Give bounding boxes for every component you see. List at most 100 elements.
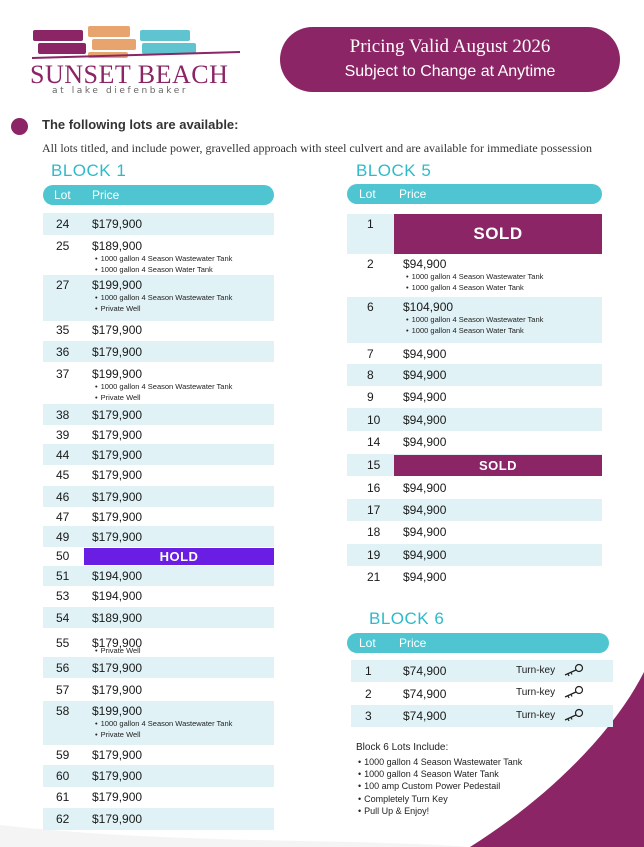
- feature-item: 1000 gallon 4 Season Wastewater Tank: [95, 718, 233, 729]
- lot-number: 56: [56, 660, 70, 675]
- lot-price: $94,900: [403, 481, 447, 495]
- block1-row: 50 HOLD: [43, 547, 274, 565]
- block5-row: 1 SOLD: [347, 214, 602, 254]
- feature-item: 1000 gallon 4 Season Wastewater Tank: [406, 271, 544, 282]
- lot-price: $94,900: [403, 434, 447, 449]
- lot-number: 18: [367, 525, 381, 539]
- lot-price: $74,900: [403, 709, 447, 723]
- lot-number: 36: [56, 344, 70, 359]
- lot-price: $179,900: [92, 322, 143, 337]
- block1-row: 49 $179,900: [43, 526, 274, 547]
- block5-row: 15 SOLD: [347, 454, 602, 476]
- block6-title: BLOCK 6: [369, 609, 445, 628]
- lot-price: $94,900: [403, 525, 447, 539]
- feature-item: 1000 gallon 4 Season Wastewater Tank: [95, 381, 233, 392]
- block1-row: 54 $189,900: [43, 607, 274, 628]
- block5-row: 6 $104,9001000 gallon 4 Season Wastewater…: [347, 297, 602, 343]
- lot-price: $179,900: [92, 509, 143, 524]
- block1-row: 57 $179,900: [43, 679, 274, 701]
- lot-number: 44: [56, 447, 70, 462]
- turn-key-label: Turn-key: [516, 710, 556, 721]
- banner-subtitle: Subject to Change at Anytime: [344, 63, 556, 80]
- lot-number: 7: [367, 346, 374, 361]
- feature-item: Private Well: [95, 645, 141, 656]
- lot-features: 1000 gallon 4 Season Wastewater TankPriv…: [95, 292, 233, 314]
- feature-item: 1000 gallon 4 Season Water Tank: [406, 325, 543, 336]
- lot-number: 2: [365, 686, 372, 701]
- lot-price: $94,900: [403, 412, 447, 427]
- pricing-banner: Pricing Valid August 2026 Subject to Cha…: [280, 27, 620, 92]
- block6-includes-title: Block 6 Lots Include:: [356, 742, 449, 753]
- hold-banner: HOLD: [84, 548, 274, 565]
- block1-row: 39 $179,900: [43, 425, 274, 444]
- lot-price: $194,900: [92, 589, 143, 603]
- lot-price: $94,900: [403, 570, 447, 584]
- block5-row: 8 $94,900: [347, 364, 602, 386]
- block1-row: 24 $179,900: [43, 213, 274, 235]
- key-icon: [564, 685, 584, 699]
- lot-price: $189,900: [92, 610, 143, 625]
- brand-subtitle: at lake diefenbaker: [52, 86, 189, 96]
- feature-item: Private Well: [95, 729, 232, 740]
- lot-number: 9: [367, 389, 374, 404]
- lot-number: 16: [367, 481, 381, 495]
- includes-item: Completely Turn Key: [358, 793, 522, 805]
- includes-item: 100 amp Custom Power Pedestail: [358, 780, 522, 792]
- lot-number: 49: [56, 529, 70, 544]
- intro-heading: The following lots are available:: [42, 117, 239, 132]
- feature-item: Private Well: [95, 303, 232, 314]
- lot-number: 24: [56, 217, 70, 231]
- block5-row: 18 $94,900: [347, 521, 602, 543]
- lot-number: 45: [56, 468, 70, 482]
- block5-header: Lot Price: [347, 184, 602, 204]
- block5-col-price: Price: [399, 187, 427, 201]
- lot-number: 2: [367, 257, 374, 271]
- lot-number: 10: [367, 412, 381, 427]
- feature-item: Private Well: [95, 392, 232, 403]
- lot-features: 1000 gallon 4 Season Wastewater TankPriv…: [95, 381, 233, 403]
- block5-row: 10 $94,900: [347, 408, 602, 431]
- block1-row: 53 $194,900: [43, 586, 274, 606]
- block6-col-lot: Lot: [359, 636, 376, 650]
- block1-row: 62 $179,900: [43, 808, 274, 830]
- lot-features: 1000 gallon 4 Season Wastewater TankPriv…: [95, 718, 233, 740]
- block6-includes-list: 1000 gallon 4 Season Wastewater Tank 100…: [358, 756, 522, 817]
- sunset-beach-logo: [31, 26, 241, 59]
- lot-number: 61: [56, 790, 70, 804]
- block1-row: 56 $179,900: [43, 657, 274, 678]
- block5-title: BLOCK 5: [356, 161, 432, 180]
- feature-item: 1000 gallon 4 Season Water Tank: [95, 264, 232, 275]
- block6-header: Lot Price: [347, 633, 609, 653]
- block1-header: Lot Price: [43, 185, 274, 205]
- lot-price: $179,900: [92, 344, 143, 359]
- lot-number: 35: [56, 322, 70, 337]
- lot-price: $179,900: [92, 769, 143, 783]
- feature-item: 1000 gallon 4 Season Water Tank: [406, 282, 543, 293]
- lot-price: $179,900: [92, 407, 143, 422]
- turn-key-label: Turn-key: [516, 665, 556, 676]
- block6-col-price: Price: [399, 636, 427, 650]
- lot-features: Private Well: [95, 645, 141, 656]
- lot-price: $179,900: [92, 812, 143, 826]
- key-icon: [564, 708, 584, 722]
- block6-row: 3 $74,900 Turn-key: [351, 705, 613, 727]
- block5-row: 14 $94,900: [347, 431, 602, 452]
- lot-price: $199,900: [92, 278, 143, 292]
- sold-banner: SOLD: [394, 455, 602, 476]
- lot-price: $194,900: [92, 569, 143, 583]
- lot-number: 60: [56, 769, 70, 783]
- block1-row: 61 $179,900: [43, 787, 274, 807]
- block1-col-price: Price: [92, 188, 120, 202]
- lot-price: $94,900: [403, 548, 447, 562]
- block5-row: 2 $94,9001000 gallon 4 Season Wastewater …: [347, 254, 602, 297]
- block1-title: BLOCK 1: [51, 161, 127, 180]
- lot-features: 1000 gallon 4 Season Wastewater Tank1000…: [406, 314, 544, 336]
- lot-number: 46: [56, 489, 70, 504]
- lot-number: 50: [56, 549, 70, 563]
- block5-row: 17 $94,900: [347, 499, 602, 521]
- includes-item: Pull Up & Enjoy!: [358, 805, 522, 817]
- feature-item: 1000 gallon 4 Season Wastewater Tank: [406, 314, 544, 325]
- block1-row: 45 $179,900: [43, 465, 274, 485]
- lot-number: 47: [56, 509, 70, 524]
- lot-number: 1: [367, 217, 374, 231]
